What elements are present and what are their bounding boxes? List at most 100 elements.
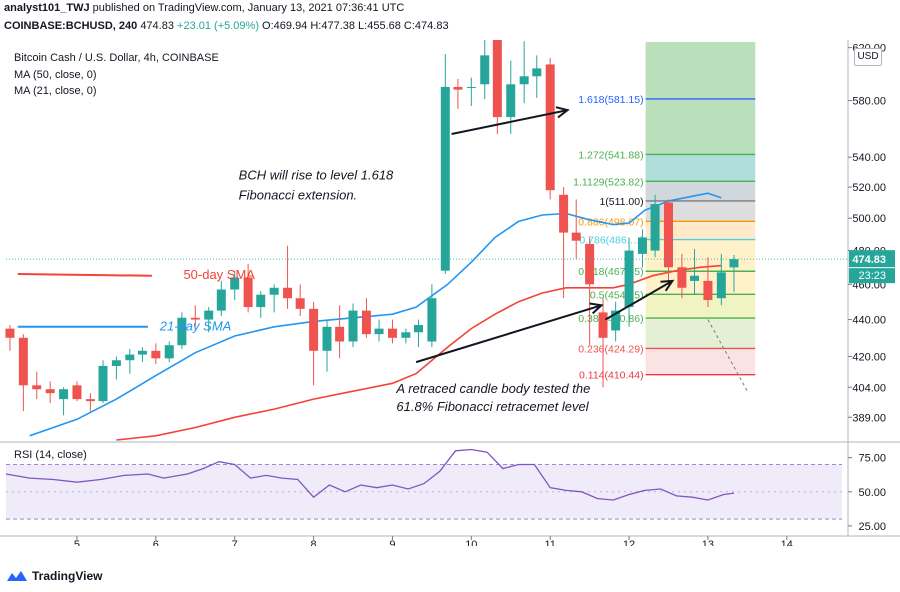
y-tick-label: 404.00 [852,382,886,394]
candle-body[interactable] [690,275,700,281]
tradingview-logo-icon[interactable] [6,570,28,582]
candle-body[interactable] [729,259,739,268]
fib-zone [645,154,756,182]
candle-body[interactable] [137,350,147,355]
candle-body[interactable] [98,365,108,402]
candle-body[interactable] [611,310,621,331]
candle-body[interactable] [440,86,450,271]
author-name[interactable]: analyst101_TWJ [4,2,90,14]
candle-body[interactable] [204,310,214,320]
candle-body[interactable] [716,272,726,299]
publish-info: published on TradingView.com, January 13… [92,2,405,14]
price-chart[interactable]: 1.618(581.15) 1.272(541.88) 1.1129(523.82)… [0,37,900,551]
candle-body[interactable] [624,250,634,308]
candle-body[interactable] [650,204,660,251]
candle-body[interactable] [466,86,476,88]
candle-body[interactable] [59,389,69,400]
candle-body[interactable] [532,68,542,77]
x-tick-label: 11 [544,539,555,546]
candle-body[interactable] [571,232,581,241]
x-tick-label: 10 [465,539,477,546]
y-tick-label: 420.00 [852,351,886,363]
publish-line: analyst101_TWJ published on TradingView.… [4,2,404,14]
candle-body[interactable] [309,308,319,351]
chart-area[interactable]: 1.618(581.15) 1.272(541.88) 1.1129(523.82)… [0,37,900,551]
fib-level-label: 1.618(581.15) [578,94,643,106]
annotation-extension-line2: Fibonacci extension. [239,187,358,202]
rsi-line[interactable] [5,448,735,501]
candle-body[interactable] [663,202,673,268]
ma21-line[interactable] [29,192,722,437]
rsi-band [6,464,842,520]
candle-body[interactable] [492,37,502,118]
x-tick-label: 8 [311,539,317,546]
legend-title: Bitcoin Cash / U.S. Dollar, 4h, COINBASE [14,52,219,64]
fib-level-label: 1.1129(523.82) [573,176,643,188]
candle-body[interactable] [164,345,174,359]
candle-body[interactable] [387,328,397,338]
y-tick-label: 389.00 [852,412,886,424]
candle-body[interactable] [427,298,437,342]
candle-body[interactable] [401,332,411,338]
candle-body[interactable] [295,298,305,309]
candle-body[interactable] [18,337,28,386]
candle-body[interactable] [677,267,687,288]
candle-body[interactable] [559,194,569,233]
candle-body[interactable] [413,324,423,333]
candle-body[interactable] [125,354,135,361]
candle-body[interactable] [45,389,55,394]
candle-body[interactable] [216,289,226,311]
candle-body[interactable] [190,317,200,320]
sma50-marker-line[interactable] [17,273,152,277]
fib-zone [645,98,756,155]
y-tick-label: 520.00 [852,182,886,194]
candle-body[interactable] [5,328,15,338]
candle-body[interactable] [72,385,82,400]
candle-body[interactable] [637,237,647,254]
quote-line: COINBASE:BCHUSD, 240 474.83 +23.01 (+5.0… [4,20,449,32]
y-tick-label: 540.00 [852,152,886,164]
annotation-extension-line1: BCH will rise to level 1.618 [239,168,394,183]
x-tick-label: 5 [74,539,80,546]
candle-body[interactable] [519,76,529,85]
candle-body[interactable] [453,86,463,90]
candle-body[interactable] [348,310,358,342]
candle-body[interactable] [256,294,266,308]
last-price-badge-text: 474.83 [852,254,886,266]
candle-body[interactable] [361,310,371,335]
candle-body[interactable] [506,84,516,118]
footer-brand[interactable]: TradingView [32,569,103,583]
ma50-line[interactable] [116,264,722,441]
countdown-badge-text: 23:23 [858,270,886,282]
header-bar: analyst101_TWJ published on TradingView.… [0,0,900,40]
candle-body[interactable] [269,287,279,295]
candle-body[interactable] [585,243,595,285]
candle-body[interactable] [32,385,42,390]
candle-body[interactable] [545,64,555,191]
arrow-to-retracement[interactable] [415,304,602,364]
fib-zone [645,181,756,201]
arrow-to-fib-618[interactable] [604,280,673,321]
last-price-badge [849,250,895,268]
arrow-to-extension[interactable] [451,109,568,136]
candle-body[interactable] [374,328,384,335]
candle-body[interactable] [85,399,95,402]
rsi-label: RSI (14, close) [14,449,87,461]
footer: TradingView [6,566,102,586]
candle-body[interactable] [322,326,332,351]
candle-body[interactable] [598,312,608,338]
candle-body[interactable] [111,360,121,366]
currency-button[interactable]: USD [854,48,882,66]
fib-level-label: 0.114(410.44) [579,370,644,382]
candle-body[interactable] [335,326,345,342]
legend-ma50[interactable]: MA (50, close, 0) [14,69,97,81]
candle-body[interactable] [283,287,293,299]
x-tick-label: 13 [702,539,714,546]
candle-body[interactable] [703,280,713,300]
candle-body[interactable] [230,277,240,290]
candle-body[interactable] [151,350,161,359]
candle-body[interactable] [177,317,187,346]
candle-body[interactable] [480,55,490,85]
candle-body[interactable] [243,277,253,308]
legend-ma21[interactable]: MA (21, close, 0) [14,85,97,97]
